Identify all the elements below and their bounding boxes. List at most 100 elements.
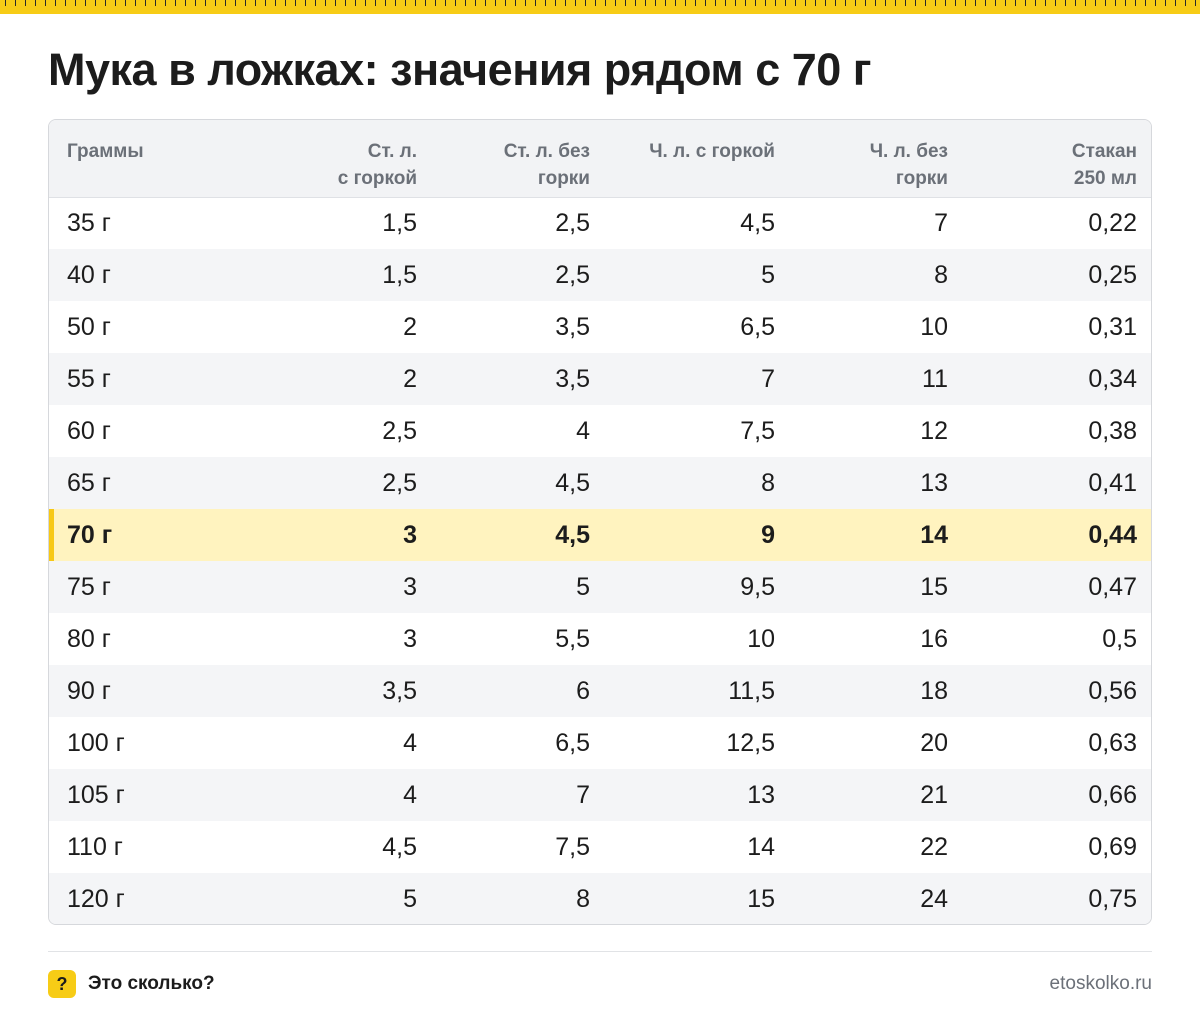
column-header-line: Ч. л. без bbox=[869, 141, 948, 162]
question-badge-icon: ? bbox=[48, 970, 76, 998]
grams-cell: 70 г bbox=[49, 509, 311, 561]
brand-name: Это сколько? bbox=[88, 973, 215, 994]
table-row: 90 г 3,5 6 11,5 18 0,56 bbox=[49, 665, 1151, 717]
table-row: 65 г 2,5 4,5 8 13 0,41 bbox=[49, 457, 1151, 509]
column-header-line: Граммы bbox=[67, 141, 144, 162]
column-header-line: горки bbox=[537, 168, 590, 189]
value-cell: 3 bbox=[403, 520, 417, 549]
value-cell: 2 bbox=[403, 364, 417, 393]
value-cell: 3,5 bbox=[382, 676, 417, 705]
value-cell: 13 bbox=[920, 468, 948, 497]
table-header-row: Граммы Ст. л. с горкой Ст. л. без горки Ч. л.… bbox=[49, 120, 1151, 197]
value-cell: 9,5 bbox=[740, 572, 775, 601]
conversion-table: Граммы Ст. л. с горкой Ст. л. без горки Ч. л.… bbox=[49, 120, 1151, 924]
value-cell: 14 bbox=[920, 520, 948, 549]
value-cell: 1,5 bbox=[382, 208, 417, 237]
value-cell: 3 bbox=[403, 624, 417, 653]
grams-cell: 55 г bbox=[67, 364, 111, 393]
grams-cell: 105 г bbox=[67, 780, 125, 809]
value-cell: 6,5 bbox=[740, 312, 775, 341]
column-header-line: Ст. л. bbox=[367, 141, 417, 162]
site-url: etoskolko.ru bbox=[1049, 973, 1152, 994]
conversion-table-card: Граммы Ст. л. с горкой Ст. л. без горки Ч. л.… bbox=[48, 119, 1152, 925]
column-header-line: Ст. л. без bbox=[503, 141, 590, 162]
value-cell: 0,69 bbox=[1088, 832, 1137, 861]
value-cell: 0,25 bbox=[1088, 260, 1137, 289]
value-cell: 4,5 bbox=[555, 468, 590, 497]
ruler-stripe bbox=[0, 0, 1200, 14]
value-cell: 2,5 bbox=[382, 416, 417, 445]
table-row: 50 г 2 3,5 6,5 10 0,31 bbox=[49, 301, 1151, 353]
column-header-line: горки bbox=[895, 168, 948, 189]
value-cell: 8 bbox=[761, 468, 775, 497]
value-cell: 8 bbox=[934, 260, 948, 289]
table-row-highlighted: 70 г 3 4,5 9 14 0,44 bbox=[49, 509, 1151, 561]
column-header: Граммы bbox=[49, 120, 311, 197]
table-body: 35 г 1,5 2,5 4,5 7 0,22 40 г 1,5 2,5 5 8 0,25 50 г 2 3… bbox=[49, 197, 1151, 924]
cell-spacer bbox=[1137, 405, 1151, 457]
value-cell: 0,41 bbox=[1088, 468, 1137, 497]
value-cell: 2,5 bbox=[555, 208, 590, 237]
value-cell: 4,5 bbox=[382, 832, 417, 861]
value-cell: 10 bbox=[747, 624, 775, 653]
value-cell: 15 bbox=[920, 572, 948, 601]
cell-spacer bbox=[1137, 613, 1151, 665]
value-cell: 11 bbox=[922, 364, 948, 393]
value-cell: 2,5 bbox=[382, 468, 417, 497]
value-cell: 5 bbox=[403, 884, 417, 913]
value-cell: 0,66 bbox=[1088, 780, 1137, 809]
column-header: Стакан 250 мл bbox=[948, 120, 1137, 197]
column-header-line: 250 мл bbox=[1073, 168, 1137, 189]
grams-cell: 50 г bbox=[67, 312, 111, 341]
table-row: 60 г 2,5 4 7,5 12 0,38 bbox=[49, 405, 1151, 457]
value-cell: 0,38 bbox=[1088, 416, 1137, 445]
table-row: 105 г 4 7 13 21 0,66 bbox=[49, 769, 1151, 821]
value-cell: 6,5 bbox=[555, 728, 590, 757]
grams-cell: 100 г bbox=[67, 728, 125, 757]
value-cell: 12 bbox=[920, 416, 948, 445]
table-row: 35 г 1,5 2,5 4,5 7 0,22 bbox=[49, 197, 1151, 249]
grams-cell: 110 г bbox=[67, 832, 123, 861]
column-header: Ст. л. с горкой bbox=[311, 120, 417, 197]
grams-cell: 40 г bbox=[67, 260, 111, 289]
value-cell: 9 bbox=[761, 520, 775, 549]
column-header-line: Ч. л. с горкой bbox=[649, 141, 775, 162]
column-spacer bbox=[1137, 120, 1151, 197]
cell-spacer bbox=[1137, 873, 1151, 924]
value-cell: 5,5 bbox=[555, 624, 590, 653]
value-cell: 7 bbox=[761, 364, 775, 393]
grams-cell: 80 г bbox=[67, 624, 111, 653]
value-cell: 15 bbox=[747, 884, 775, 913]
cell-spacer bbox=[1137, 457, 1151, 509]
value-cell: 3 bbox=[403, 572, 417, 601]
value-cell: 20 bbox=[920, 728, 948, 757]
grams-cell: 65 г bbox=[67, 468, 111, 497]
value-cell: 7 bbox=[576, 780, 590, 809]
value-cell: 13 bbox=[747, 780, 775, 809]
grams-cell: 60 г bbox=[67, 416, 111, 445]
cell-spacer bbox=[1137, 353, 1151, 405]
footer-divider bbox=[48, 951, 1152, 952]
grams-cell: 75 г bbox=[67, 572, 111, 601]
cell-spacer bbox=[1137, 769, 1151, 821]
value-cell: 14 bbox=[747, 832, 775, 861]
value-cell: 1,5 bbox=[382, 260, 417, 289]
value-cell: 6 bbox=[576, 676, 590, 705]
column-header: Ч. л. без горки bbox=[775, 120, 948, 197]
value-cell: 10 bbox=[920, 312, 948, 341]
value-cell: 8 bbox=[576, 884, 590, 913]
cell-spacer bbox=[1137, 301, 1151, 353]
value-cell: 0,47 bbox=[1088, 572, 1137, 601]
value-cell: 0,22 bbox=[1088, 208, 1137, 237]
value-cell: 24 bbox=[920, 884, 948, 913]
value-cell: 4,5 bbox=[740, 208, 775, 237]
value-cell: 4,5 bbox=[555, 520, 590, 549]
value-cell: 4 bbox=[403, 780, 417, 809]
table-row: 110 г 4,5 7,5 14 22 0,69 bbox=[49, 821, 1151, 873]
value-cell: 0,75 bbox=[1088, 884, 1137, 913]
value-cell: 0,63 bbox=[1088, 728, 1137, 757]
value-cell: 0,31 bbox=[1088, 312, 1137, 341]
value-cell: 5 bbox=[576, 572, 590, 601]
cell-spacer bbox=[1137, 509, 1151, 561]
value-cell: 7,5 bbox=[555, 832, 590, 861]
